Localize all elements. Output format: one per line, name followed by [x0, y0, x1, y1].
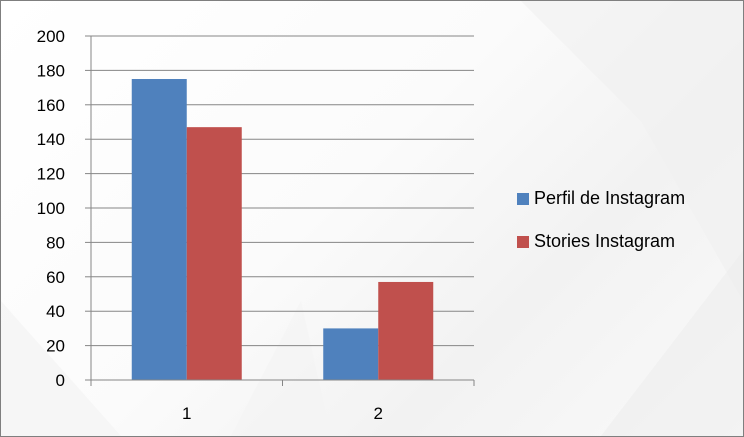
bar-stories-instagram-2	[378, 281, 434, 380]
bars	[131, 79, 434, 380]
legend-swatch	[517, 236, 529, 248]
y-tick-label: 200	[37, 27, 65, 46]
y-tick-label: 100	[37, 199, 65, 218]
legend: Perfil de Instagram Stories Instagram	[517, 188, 685, 251]
y-tick-label: 180	[37, 61, 65, 80]
y-tick-label: 80	[46, 233, 65, 252]
bar-stories-instagram-1	[186, 127, 242, 380]
x-tick-label: 1	[182, 404, 191, 423]
y-tick-label: 20	[46, 337, 65, 356]
tick-labels: 0 20 40 60 80 100 120 140 160 180 200 1 2	[37, 27, 383, 423]
legend-label: Perfil de Instagram	[534, 188, 685, 208]
bar-perfil-de-instagram-2	[323, 328, 379, 380]
legend-label: Stories Instagram	[534, 231, 675, 251]
y-tick-label: 0	[56, 371, 65, 390]
bar-perfil-de-instagram-1	[131, 79, 187, 380]
y-tick-label: 60	[46, 268, 65, 287]
y-tick-label: 40	[46, 302, 65, 321]
axes	[85, 35, 475, 386]
x-tick-label: 2	[374, 404, 383, 423]
y-tick-label: 140	[37, 130, 65, 149]
y-tick-label: 120	[37, 165, 65, 184]
y-tick-label: 160	[37, 96, 65, 115]
legend-swatch	[517, 193, 529, 205]
